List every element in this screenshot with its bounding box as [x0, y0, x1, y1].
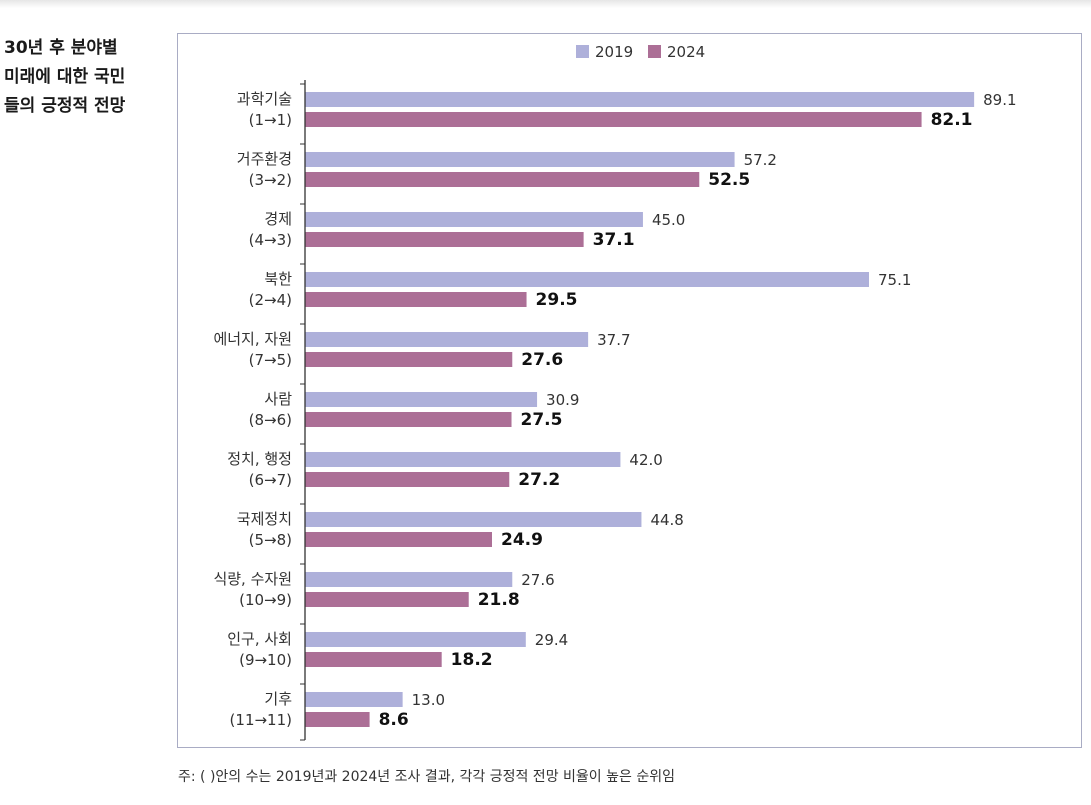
bar-2024 [305, 352, 513, 367]
category-label: 거주환경 [237, 150, 292, 168]
data-label-2019: 30.9 [546, 391, 579, 409]
category-rank-label: (7→5) [249, 351, 292, 369]
side-title-line-2: 미래에 대한 국민 [4, 67, 126, 87]
bar-2019 [305, 392, 538, 407]
category-rank-label: (2→4) [249, 291, 292, 309]
category-rank-label: (5→8) [249, 531, 292, 549]
chart-frame: 2019 2024 과학기술 (1→1) 89.1 82.1 거주환경 (3→2) 57.2 52… [177, 33, 1082, 748]
data-label-2019: 29.4 [535, 631, 568, 649]
bar-2019 [305, 452, 621, 467]
bar-2019 [305, 152, 735, 167]
bar-2024 [305, 712, 370, 727]
bar-2019 [305, 92, 975, 107]
data-label-2024: 82.1 [931, 110, 973, 130]
data-label-2024: 18.2 [451, 650, 493, 670]
data-label-2019: 13.0 [412, 691, 445, 709]
legend-swatch-2024 [648, 45, 661, 58]
category-label: 사람 [264, 390, 292, 408]
bar-2024 [305, 652, 442, 667]
footnote: 주: ( )안의 수는 2019년과 2024년 조사 결과, 각각 긍정적 전… [178, 769, 675, 785]
data-label-2024: 27.2 [518, 470, 560, 490]
category-label: 국제정치 [237, 510, 292, 528]
data-label-2019: 57.2 [744, 151, 777, 169]
category-rank-label: (6→7) [249, 471, 292, 489]
bar-2019 [305, 692, 403, 707]
bar-2019 [305, 572, 513, 587]
data-label-2019: 27.6 [521, 571, 554, 589]
bar-2024 [305, 472, 510, 487]
data-label-2019: 89.1 [983, 91, 1016, 109]
bar-2024 [305, 412, 512, 427]
category-label: 에너지, 자원 [213, 330, 292, 348]
side-title-line-3: 들의 긍정적 전망 [4, 96, 126, 116]
data-label-2024: 27.6 [521, 350, 563, 370]
category-label: 기후 [264, 690, 292, 708]
data-label-2019: 45.0 [652, 211, 685, 229]
bar-2024 [305, 592, 469, 607]
legend-label-2019: 2019 [595, 43, 633, 61]
data-label-2024: 37.1 [593, 230, 635, 250]
bar-2024 [305, 232, 584, 247]
category-rank-label: (8→6) [249, 411, 292, 429]
bar-chart: 2019 2024 과학기술 (1→1) 89.1 82.1 거주환경 (3→2) 57.252… [213, 43, 1017, 741]
category-rank-label: (9→10) [239, 651, 292, 669]
category-rank-label: (11→11) [230, 711, 292, 729]
category-label: 정치, 행정 [227, 450, 292, 468]
data-label-2024: 21.8 [478, 590, 520, 610]
data-label-2024: 24.9 [501, 530, 543, 550]
category-label: 북한 [264, 270, 292, 288]
data-label-2019: 75.1 [878, 271, 911, 289]
data-label-2019: 37.7 [597, 331, 630, 349]
side-title: 30년 후 분야별 미래에 대한 국민 들의 긍정적 전망 [4, 34, 154, 121]
category-rank-label: (3→2) [249, 171, 292, 189]
bar-2024 [305, 172, 700, 187]
data-label-2024: 29.5 [536, 290, 578, 310]
bar-2024 [305, 112, 922, 127]
bar-2019 [305, 212, 643, 227]
data-label-2024: 8.6 [379, 710, 409, 730]
category-label: 식량, 수자원 [213, 570, 292, 588]
bar-2019 [305, 632, 526, 647]
legend-swatch-2019 [576, 45, 589, 58]
side-title-line-1: 30년 후 분야별 [4, 38, 118, 58]
bar-2024 [305, 532, 492, 547]
bar-2019 [305, 512, 642, 527]
category-label: 인구, 사회 [227, 630, 292, 648]
legend-label-2024: 2024 [667, 43, 705, 61]
data-label-2024: 27.5 [521, 410, 563, 430]
top-divider [0, 0, 1091, 8]
data-label-2019: 42.0 [629, 451, 662, 469]
bar-2024 [305, 292, 527, 307]
data-label-2024: 52.5 [708, 170, 750, 190]
data-label-2019: 44.8 [650, 511, 683, 529]
category-label: 경제 [264, 210, 292, 228]
bar-2019 [305, 332, 589, 347]
category-rank-label: (10→9) [239, 591, 292, 609]
bar-2019 [305, 272, 870, 287]
category-label: 과학기술 [237, 90, 292, 108]
category-rank-label: (4→3) [249, 231, 292, 249]
category-rank-label: (1→1) [249, 111, 292, 129]
